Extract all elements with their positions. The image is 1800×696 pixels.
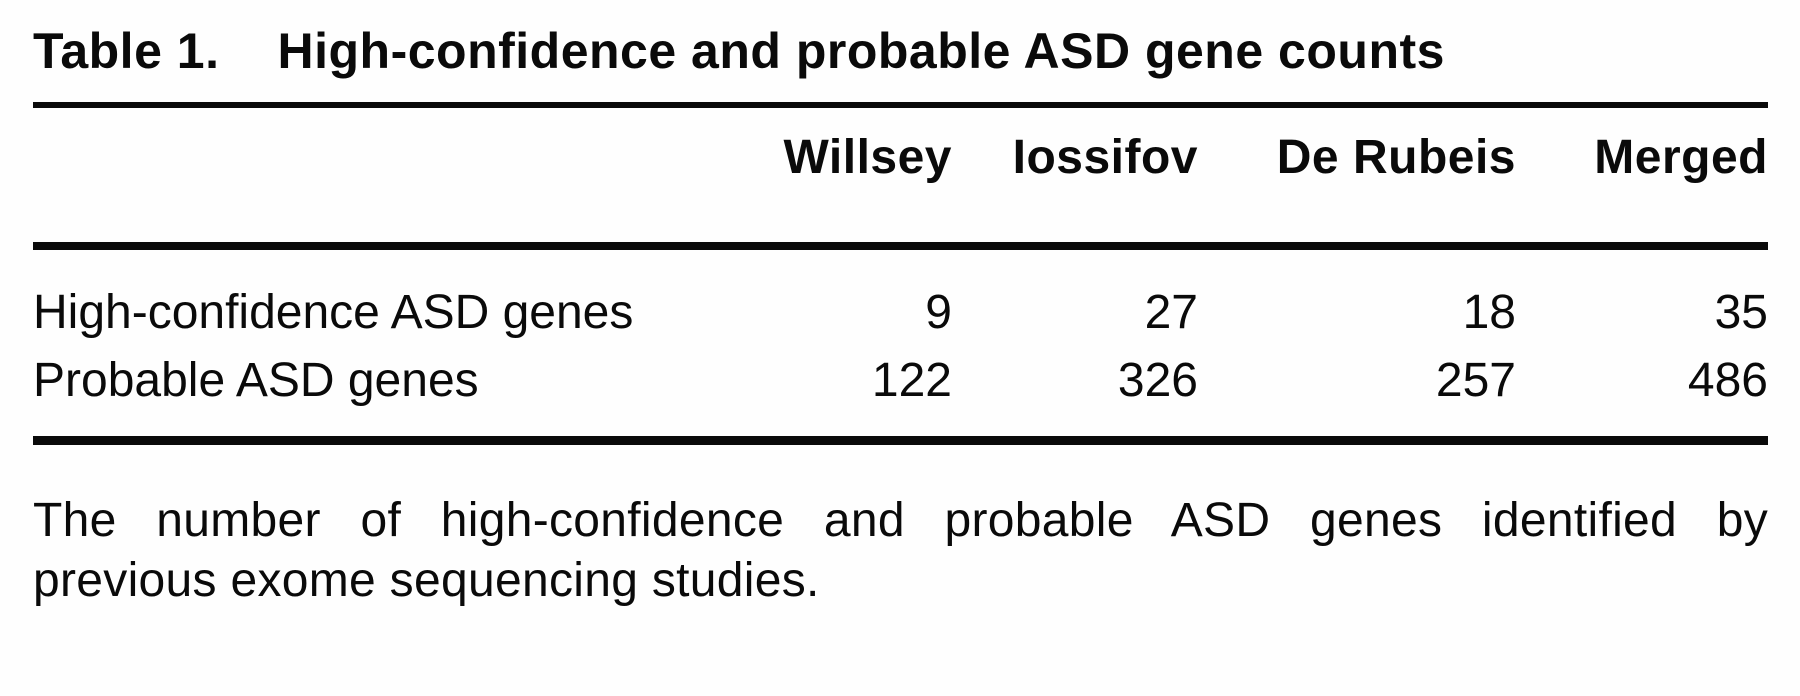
header-empty-cell [33,108,703,250]
column-header-willsey: Willsey [703,108,952,250]
cell-value: 27 [1144,286,1198,339]
cell-value: 18 [1462,286,1516,339]
row-label: High-confidence ASD genes [33,286,634,339]
table-number-label: Table 1. [33,23,220,79]
table-container: Table 1. High-confidence and probable ASD… [33,24,1768,611]
cell-value: 326 [952,342,1198,445]
column-header-de-rubeis: De Rubeis [1198,108,1516,250]
table-title-text: High-confidence and probable ASD gene co… [277,23,1445,79]
header-row: Willsey Iossifov De Rubeis Merged [33,108,1768,250]
table-row: Probable ASD genes 122 326 257 486 [33,342,1768,445]
table-row: High-confidence ASD genes 9 27 18 35 [33,246,1768,342]
table-title: Table 1. High-confidence and probable ASD… [33,24,1768,78]
row-label: Probable ASD genes [33,342,703,445]
column-header-iossifov: Iossifov [952,108,1198,250]
cell-value: 486 [1516,342,1768,445]
footnote-line: previous exome sequencing studies. [33,554,820,607]
asd-gene-counts-table: Willsey Iossifov De Rubeis Merged High-c… [33,108,1768,445]
cell-value: 257 [1198,342,1516,445]
title-rule [33,102,1768,108]
cell-value: 9 [925,286,952,339]
cell-value: 35 [1714,286,1768,339]
footnote-line: The number of high-confidence and probab… [33,494,1768,547]
column-header-merged: Merged [1516,108,1768,250]
cell-value: 122 [703,342,952,445]
table-footnote: The number of high-confidence and probab… [33,491,1768,611]
